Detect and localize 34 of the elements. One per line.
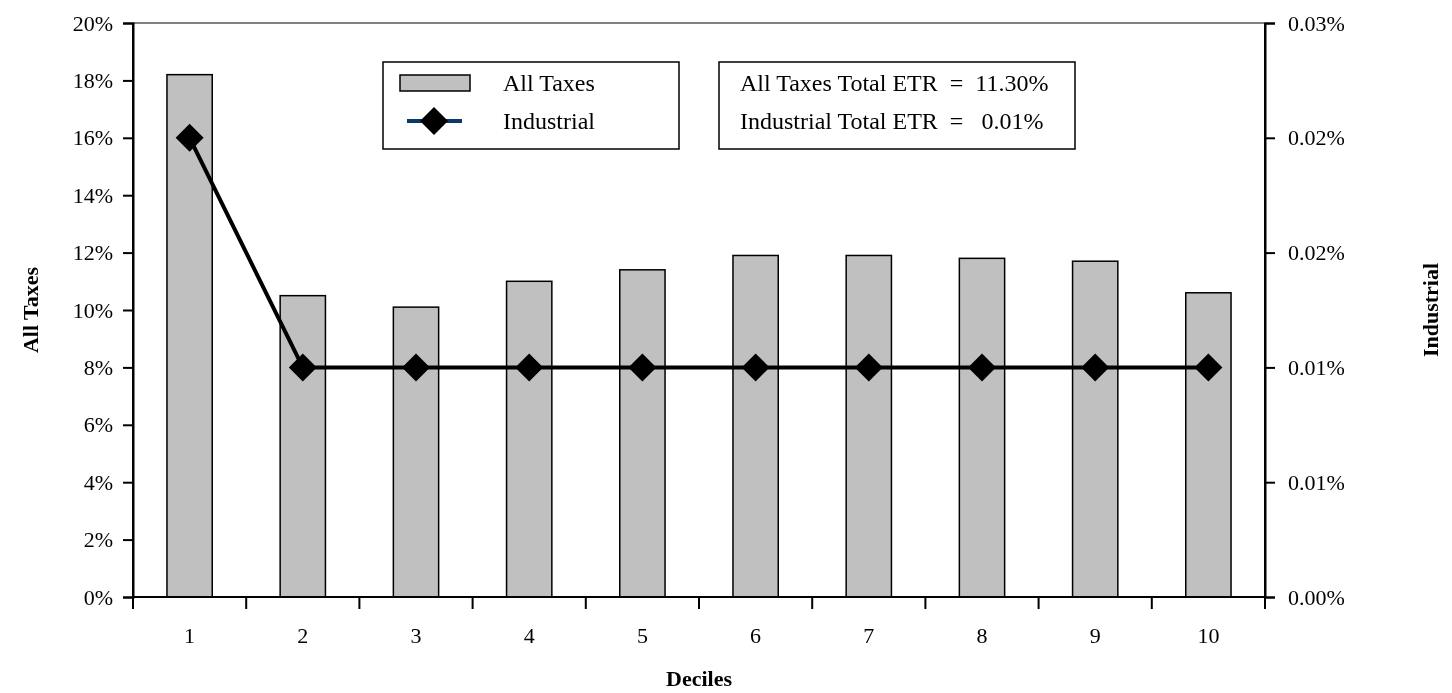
y-tick-label: 10% — [72, 297, 113, 323]
y-tick-label: 18% — [72, 67, 113, 93]
y2-tick-label: 0.00% — [1288, 584, 1345, 610]
y-tick-label: 16% — [72, 125, 113, 151]
x-tick-label: 10 — [1197, 623, 1220, 648]
y2-tick-label: 0.03% — [1288, 10, 1345, 36]
legend-label: Industrial — [503, 108, 596, 134]
x-tick-label: 9 — [1089, 623, 1101, 648]
x-tick-label: 7 — [863, 623, 875, 648]
y-tick-label: 20% — [72, 10, 113, 36]
y-tick-label: 14% — [72, 182, 113, 208]
x-tick-label: 5 — [636, 623, 648, 648]
y2-tick-label: 0.01% — [1288, 354, 1345, 380]
annotation: All Taxes Total ETR = 11.30% — [740, 70, 1049, 96]
y-tick-label: 2% — [83, 527, 113, 553]
y-tick-label: 8% — [83, 354, 113, 380]
y-tick-label: 12% — [72, 240, 113, 266]
y2-tick-label: 0.01% — [1288, 469, 1345, 495]
annotation: Industrial Total ETR = 0.01% — [740, 108, 1044, 134]
y2-tick-label: 0.02% — [1288, 125, 1345, 151]
y2-tick-label: 0.02% — [1288, 240, 1345, 266]
y2-axis-title: Industrial — [1418, 262, 1443, 358]
y-tick-label: 0% — [83, 584, 113, 610]
x-tick-label: 4 — [523, 623, 535, 648]
x-tick-label: 6 — [750, 623, 762, 648]
x-tick-label: 3 — [410, 623, 422, 648]
y-axis-title: All Taxes — [18, 266, 43, 354]
x-tick-label: 1 — [184, 623, 196, 648]
x-tick-label: 8 — [976, 623, 988, 648]
x-tick-label: 2 — [297, 623, 309, 648]
y-tick-label: 6% — [83, 412, 113, 438]
y-tick-label: 4% — [83, 469, 113, 495]
legend-label: All Taxes — [503, 70, 595, 96]
x-axis-title: Deciles — [666, 666, 733, 691]
